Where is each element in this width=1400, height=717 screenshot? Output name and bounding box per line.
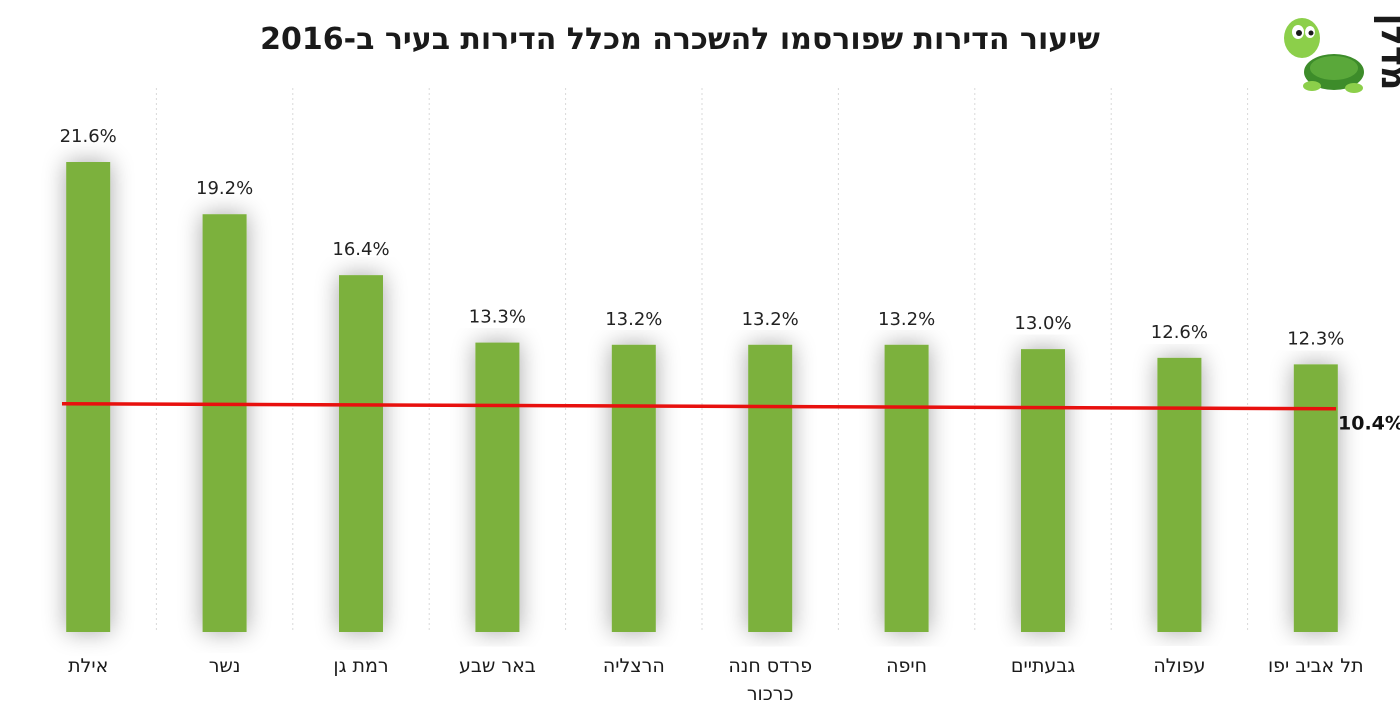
data-label: 12.6% [1151, 322, 1208, 343]
chart-title: שיעור הדירות שפורסמו להשכרה מכלל הדירות … [260, 22, 1100, 57]
data-label: 21.6% [60, 126, 117, 147]
category-label: אילת [68, 655, 108, 677]
category-label: תל אביב יפו [1268, 655, 1364, 677]
category-label: גבעתיים [1011, 655, 1075, 677]
data-label: 12.3% [1287, 328, 1344, 349]
category-label: הרצליה [603, 655, 665, 677]
bar [748, 344, 793, 632]
category-label: כרכור [747, 683, 794, 705]
average-label: ממוצע ארצי 10.4% [1338, 413, 1400, 435]
data-label: 19.2% [196, 178, 253, 199]
bars [66, 162, 1338, 632]
bar [475, 342, 520, 632]
category-label: באר שבע [459, 655, 536, 677]
data-label: 13.2% [742, 309, 799, 330]
category-label: עפולה [1153, 655, 1205, 677]
bar [611, 344, 656, 632]
data-label: 16.4% [332, 239, 389, 260]
data-label: 13.0% [1014, 313, 1071, 334]
bar [884, 344, 929, 632]
category-label: פרדס חנה [728, 655, 812, 677]
bar [1157, 357, 1202, 632]
labels: 21.6% אילת 19.2% נשר 16.4% רמת גן 13.3% באר שבע… [60, 126, 1364, 705]
data-label: 13.3% [469, 307, 526, 328]
bar [202, 214, 247, 632]
gridlines [155, 88, 1249, 632]
category-label: נשר [209, 655, 241, 677]
category-label: חיפה [886, 655, 927, 677]
bar [66, 162, 111, 632]
data-label: 13.2% [605, 309, 662, 330]
data-label: 13.2% [878, 309, 935, 330]
category-label: רמת גן [333, 655, 388, 677]
average-line [61, 401, 1337, 411]
bar [1021, 349, 1065, 632]
logo-text: מדלן [1373, 14, 1400, 91]
bar [339, 275, 383, 632]
average-line-group: ממוצע ארצי 10.4% [61, 401, 1400, 435]
madlan-logo: מדלן [1284, 14, 1400, 93]
bar [1293, 364, 1338, 632]
turtle-icon [1284, 18, 1364, 93]
